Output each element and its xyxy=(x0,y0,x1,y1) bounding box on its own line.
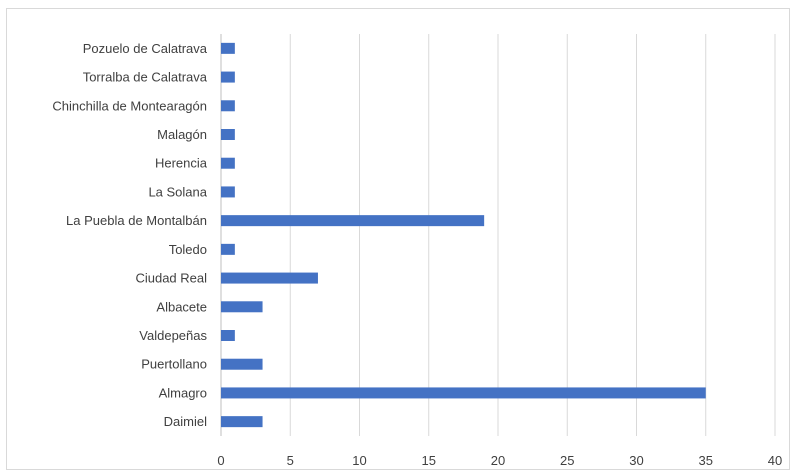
bar xyxy=(221,129,235,140)
bar xyxy=(221,272,318,284)
bar xyxy=(221,243,235,255)
category-label: Herencia xyxy=(155,156,208,171)
category-label: Ciudad Real xyxy=(135,271,207,286)
category-label: Almagro xyxy=(159,385,207,400)
x-tick-label: 10 xyxy=(352,453,366,468)
category-label: Pozuelo de Calatrava xyxy=(83,41,208,56)
category-label: Puertollano xyxy=(141,357,207,372)
gridlines xyxy=(220,34,776,436)
bar xyxy=(221,330,235,341)
category-label: Valdepeñas xyxy=(139,328,207,343)
category-label: Torralba de Calatrava xyxy=(83,70,208,85)
x-tick-label: 35 xyxy=(699,453,713,468)
bar xyxy=(221,416,263,428)
category-label: Malagón xyxy=(157,127,207,142)
category-labels: Pozuelo de Calatrava Torralba de Calatrav… xyxy=(52,41,207,429)
bar xyxy=(221,71,235,83)
bar xyxy=(221,100,235,112)
category-label: Albacete xyxy=(156,299,207,314)
bar xyxy=(221,42,235,54)
x-tick-label: 0 xyxy=(217,453,224,468)
bar xyxy=(221,157,235,169)
x-tick-label: 40 xyxy=(768,453,782,468)
x-tick-label: 20 xyxy=(491,453,505,468)
category-label: Chinchilla de Montearagón xyxy=(52,98,207,113)
bars xyxy=(221,42,706,428)
bar xyxy=(221,301,263,313)
x-tick-label: 15 xyxy=(422,453,436,468)
bar xyxy=(221,186,235,198)
category-label: Daimiel xyxy=(164,414,207,429)
category-label: La Puebla de Montalbán xyxy=(66,213,207,228)
x-tick-label: 5 xyxy=(287,453,294,468)
x-tick-labels: 0 5 10 15 20 25 30 35 40 xyxy=(217,453,782,468)
category-label: Toledo xyxy=(169,242,207,257)
category-label: La Solana xyxy=(148,184,207,199)
bar xyxy=(221,358,263,370)
bar xyxy=(221,387,706,399)
x-tick-label: 25 xyxy=(560,453,574,468)
bar xyxy=(221,215,485,227)
x-tick-label: 30 xyxy=(629,453,643,468)
